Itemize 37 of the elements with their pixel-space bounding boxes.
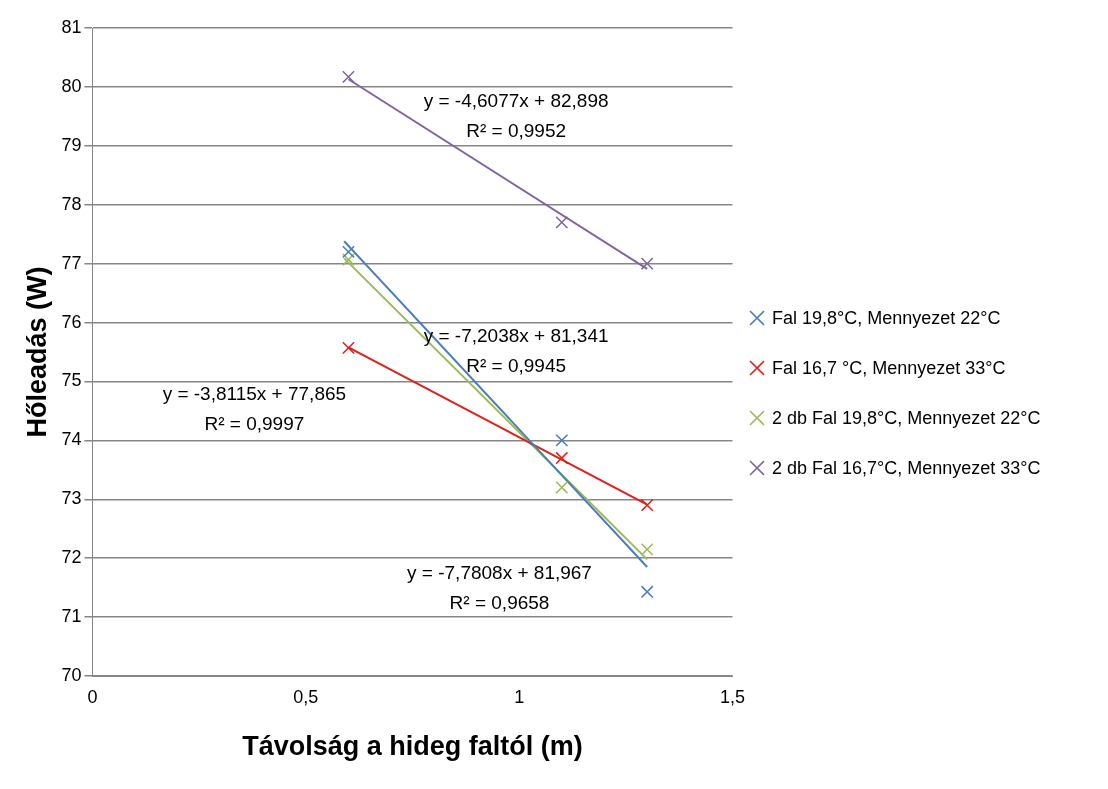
y-tick-label: 76 [61,311,82,332]
y-tick-label: 79 [61,134,82,155]
point [640,542,654,556]
point [555,433,569,447]
point [342,245,355,259]
point [342,253,355,266]
y-tick-label: 77 [61,252,82,273]
y-tick-label: 78 [61,193,82,214]
point [555,451,569,465]
legend-label: Fal 19,8°C, Mennyezet 22°C [772,307,1002,330]
x-tick-label: 0,5 [293,686,319,707]
x-tick-label: 1,5 [719,686,745,707]
x-axis-title: Távolság a hideg faltól (m) [242,731,583,762]
annotation: y = -7,7808x + 81,967 R² = 0,9658 [407,561,592,613]
x-tick-label: 1 [514,686,525,707]
y-tick-label: 71 [61,606,82,627]
legend-label: 2 db Fal 19,8°C, Mennyezet 22°C [772,407,1042,430]
point [640,585,654,599]
annotation: y = -4,6077x + 82,898 R² = 0,9952 [423,90,609,142]
legend-label: Fal 16,7 °C, Mennyezet 33°C [772,357,1007,380]
point [640,257,654,271]
point [342,341,355,355]
annotation: y = -3,8115x + 77,865 R² = 0,9997 [162,383,347,434]
y-tick-label: 70 [61,664,82,685]
x-tick-label: 0 [87,686,98,707]
y-tick-label: 72 [61,547,82,568]
point [342,70,355,84]
point [555,481,569,494]
point [555,215,569,229]
y-tick-label: 73 [61,488,82,509]
y-axis-title: Hőleadás (W) [21,266,52,438]
y-tick-label: 81 [61,16,82,37]
y-tick-label: 75 [61,370,82,391]
legend-label: 2 db Fal 16,7°C, Mennyezet 33°C [772,457,1042,480]
y-tick-label: 74 [61,429,82,450]
y-tick-label: 80 [61,75,82,96]
point [640,498,654,512]
